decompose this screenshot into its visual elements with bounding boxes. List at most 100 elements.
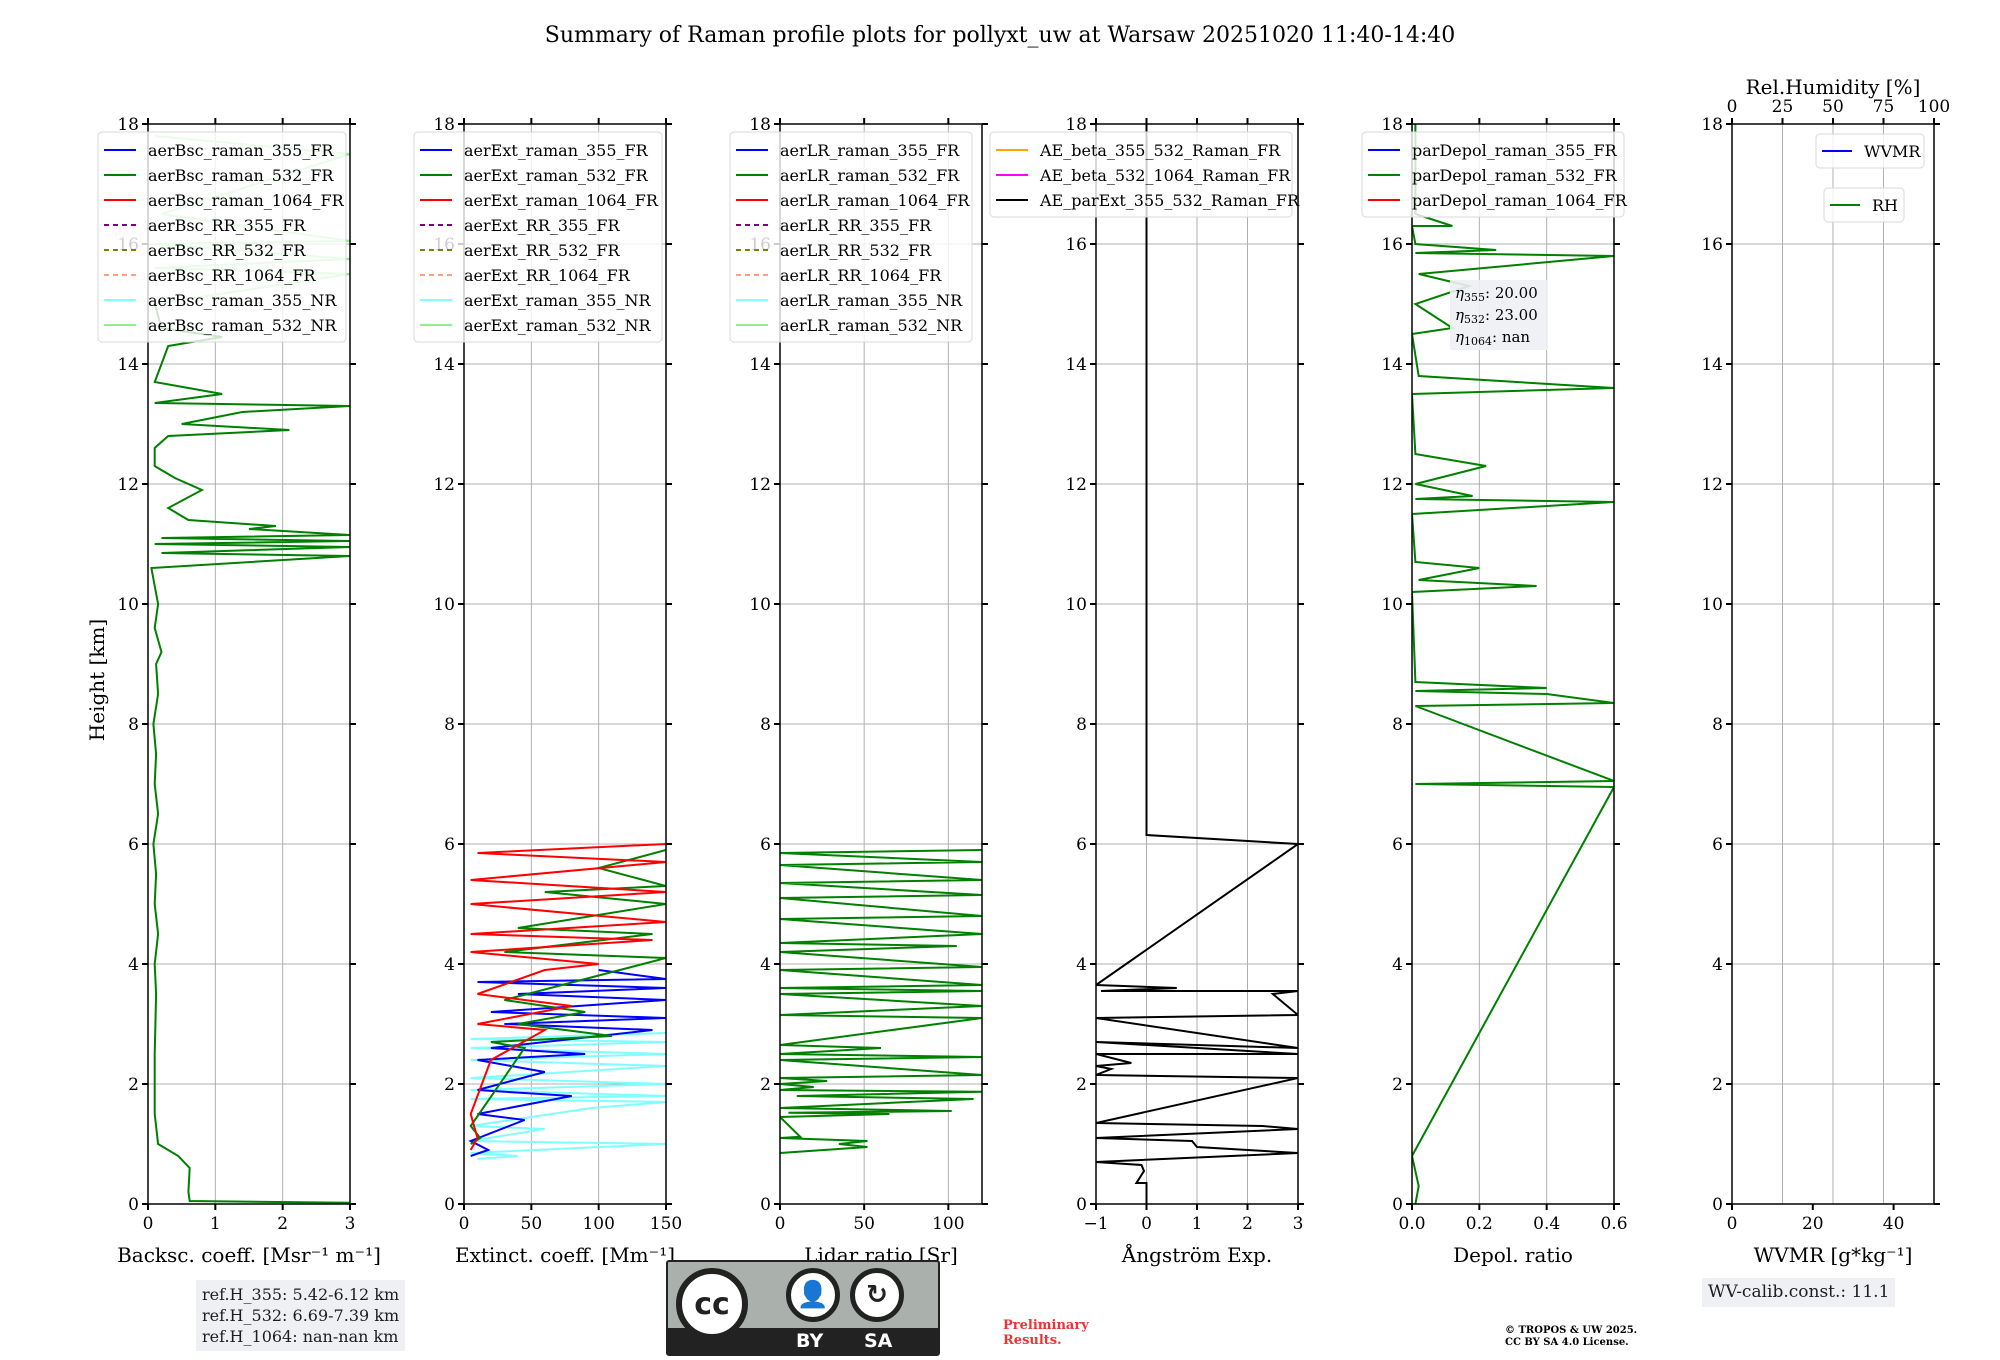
legend-label: parDepol_raman_1064_FR bbox=[1412, 191, 1628, 210]
x-tick-label: 0 bbox=[775, 1214, 786, 1234]
y-tick-label: 6 bbox=[444, 835, 455, 855]
y-tick-label: 4 bbox=[128, 955, 139, 975]
x-axis-label: Extinct. coeff. [Mm⁻¹] bbox=[455, 1243, 675, 1267]
y-tick-label: 0 bbox=[1392, 1195, 1403, 1215]
series-line-aerExt_raman_532_FR bbox=[469, 849, 666, 1145]
top-x-tick-label: 75 bbox=[1873, 97, 1895, 117]
x-tick-label: 0.6 bbox=[1600, 1214, 1627, 1234]
panel-backscatter: 0246810121416180123Backsc. coeff. [Msr⁻¹… bbox=[97, 115, 381, 1267]
y-tick-label: 14 bbox=[1701, 355, 1723, 375]
legend-label: aerBsc_raman_355_FR bbox=[148, 141, 334, 160]
y-tick-label: 6 bbox=[760, 835, 771, 855]
legend-label: aerBsc_RR_532_FR bbox=[148, 241, 306, 260]
y-tick-label: 12 bbox=[749, 475, 771, 495]
cc-license-badge: cc 👤 ↻ BY SA bbox=[666, 1260, 940, 1356]
reference-heights-box: ref.H_355: 5.42-6.12 km ref.H_532: 6.69-… bbox=[196, 1280, 406, 1351]
x-axis-label: Depol. ratio bbox=[1453, 1243, 1573, 1267]
y-tick-label: 6 bbox=[1712, 835, 1723, 855]
y-tick-label: 0 bbox=[128, 1195, 139, 1215]
cc-icon: cc bbox=[676, 1268, 748, 1340]
y-tick-label: 16 bbox=[1381, 235, 1403, 255]
x-tick-label: 0 bbox=[1727, 1214, 1738, 1234]
y-tick-label: 2 bbox=[1076, 1075, 1087, 1095]
y-tick-label: 18 bbox=[433, 115, 455, 135]
y-tick-label: 12 bbox=[1381, 475, 1403, 495]
y-tick-label: 10 bbox=[1065, 595, 1087, 615]
y-tick-label: 18 bbox=[749, 115, 771, 135]
legend-box bbox=[1361, 131, 1625, 218]
legend-label: aerExt_RR_532_FR bbox=[464, 241, 621, 260]
legend-label: aerExt_raman_532_FR bbox=[464, 166, 649, 185]
y-tick-label: 4 bbox=[1392, 955, 1403, 975]
preliminary-line-1: Preliminary bbox=[1003, 1318, 1089, 1333]
top-x-tick-label: 50 bbox=[1822, 97, 1844, 117]
y-tick-label: 14 bbox=[749, 355, 771, 375]
x-axis-label: WVMR [g*kg⁻¹] bbox=[1754, 1243, 1913, 1267]
legend-label: aerExt_raman_1064_FR bbox=[464, 191, 659, 210]
legend-label: aerExt_raman_532_NR bbox=[464, 316, 652, 335]
legend-label: RH bbox=[1872, 196, 1898, 215]
eta-1064-label: η1064: nan bbox=[1455, 328, 1530, 348]
legend-box bbox=[729, 131, 973, 343]
eta-355-label: η355: 20.00 bbox=[1455, 284, 1538, 304]
eta-532-label: η532: 23.00 bbox=[1455, 306, 1538, 326]
y-tick-label: 6 bbox=[128, 835, 139, 855]
legend-label: aerExt_RR_1064_FR bbox=[464, 266, 631, 285]
y-tick-label: 10 bbox=[433, 595, 455, 615]
legend-label: aerBsc_raman_355_NR bbox=[148, 291, 337, 310]
copyright-line-1: © TROPOS & UW 2025. bbox=[1505, 1325, 1638, 1336]
x-tick-label: 40 bbox=[1883, 1214, 1905, 1234]
share-alike-icon: ↻ bbox=[850, 1268, 904, 1322]
x-tick-label: 3 bbox=[1293, 1214, 1304, 1234]
y-tick-label: 8 bbox=[760, 715, 771, 735]
legend-box-RH bbox=[1823, 187, 1905, 223]
top-x-tick-label: 25 bbox=[1772, 97, 1794, 117]
legend-label: parDepol_raman_355_FR bbox=[1412, 141, 1618, 160]
legend-box bbox=[413, 131, 663, 343]
x-axis-label: Ångström Exp. bbox=[1121, 1242, 1272, 1267]
legend-label: parDepol_raman_532_FR bbox=[1412, 166, 1618, 185]
y-tick-label: 8 bbox=[1076, 715, 1087, 735]
series-line-AE_parExt_355_532_Raman_FR bbox=[1096, 124, 1298, 1204]
y-tick-label: 8 bbox=[128, 715, 139, 735]
y-tick-label: 14 bbox=[433, 355, 455, 375]
y-tick-label: 0 bbox=[444, 1195, 455, 1215]
y-tick-label: 2 bbox=[444, 1075, 455, 1095]
y-tick-label: 6 bbox=[1392, 835, 1403, 855]
axes-frame bbox=[147, 123, 351, 1205]
panel-lidar_ratio: 024681012141618050100Lidar ratio [Sr]aer… bbox=[729, 115, 988, 1267]
y-tick-label: 0 bbox=[760, 1195, 771, 1215]
y-tick-label: 18 bbox=[1701, 115, 1723, 135]
x-tick-label: 1 bbox=[210, 1214, 221, 1234]
series-line-aerExt_raman_1064_FR bbox=[469, 843, 666, 1151]
series-line-aerExt_raman_355_FR bbox=[468, 969, 666, 1157]
y-tick-label: 18 bbox=[1065, 115, 1087, 135]
legend-label: aerLR_raman_532_FR bbox=[780, 166, 960, 185]
series-line-parDepol_raman_532_FR bbox=[1412, 124, 1614, 1204]
wv-calibration-box: WV-calib.const.: 11.1 bbox=[1702, 1278, 1896, 1307]
x-tick-label: 100 bbox=[582, 1214, 614, 1234]
y-tick-label: 10 bbox=[749, 595, 771, 615]
legend-label: aerExt_RR_355_FR bbox=[464, 216, 621, 235]
series-line-aerLR_raman_532_FR bbox=[780, 849, 982, 1154]
y-tick-label: 18 bbox=[1381, 115, 1403, 135]
legend-label: AE_beta_355_532_Raman_FR bbox=[1039, 141, 1281, 160]
x-tick-label: 0.2 bbox=[1466, 1214, 1493, 1234]
y-tick-label: 8 bbox=[1712, 715, 1723, 735]
legend-label: aerLR_RR_1064_FR bbox=[780, 266, 942, 285]
legend-box bbox=[989, 131, 1293, 218]
legend-label: aerBsc_raman_532_NR bbox=[148, 316, 337, 335]
y-tick-label: 2 bbox=[1392, 1075, 1403, 1095]
legend-label: aerBsc_RR_1064_FR bbox=[148, 266, 317, 285]
legend-label: aerLR_raman_532_NR bbox=[780, 316, 963, 335]
eta-annotation-box bbox=[1450, 280, 1548, 350]
x-tick-label: 0 bbox=[143, 1214, 154, 1234]
legend-label: aerBsc_raman_532_FR bbox=[148, 166, 334, 185]
legend-label: aerLR_raman_355_NR bbox=[780, 291, 963, 310]
legend-label: aerLR_raman_1064_FR bbox=[780, 191, 970, 210]
copyright-line-2: CC BY SA 4.0 License. bbox=[1505, 1337, 1629, 1348]
preliminary-results-note: Preliminary Results. bbox=[1003, 1318, 1089, 1348]
